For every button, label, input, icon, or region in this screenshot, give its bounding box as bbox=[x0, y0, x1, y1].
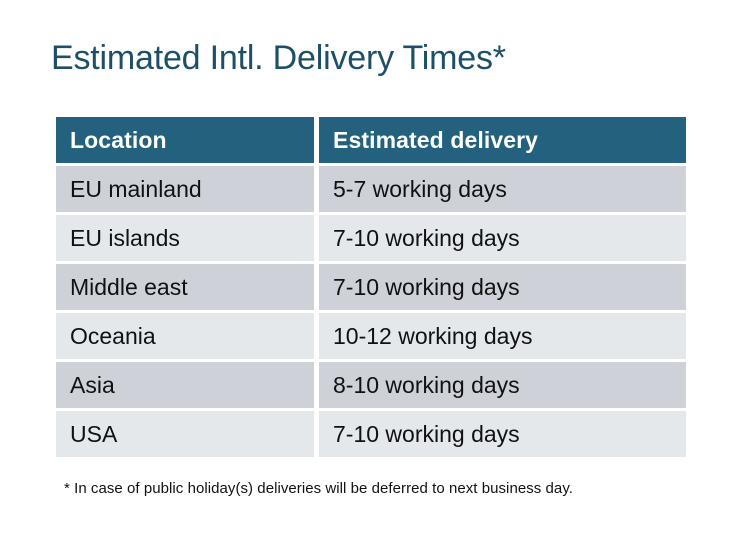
cell-delivery: 7-10 working days bbox=[319, 215, 686, 261]
table-header: Location Estimated delivery bbox=[56, 117, 686, 163]
cell-location: Oceania bbox=[56, 313, 314, 359]
cell-location: Asia bbox=[56, 362, 314, 408]
table-row: Asia 8-10 working days bbox=[56, 362, 686, 408]
page-title: Estimated Intl. Delivery Times* bbox=[51, 39, 506, 77]
table-row: Middle east 7-10 working days bbox=[56, 264, 686, 310]
cell-delivery: 7-10 working days bbox=[319, 264, 686, 310]
table-header-row: Location Estimated delivery bbox=[56, 117, 686, 163]
estimated-delivery-times-table: Location Estimated delivery EU mainland … bbox=[51, 114, 691, 460]
cell-location: Middle east bbox=[56, 264, 314, 310]
cell-delivery: 5-7 working days bbox=[319, 166, 686, 212]
cell-delivery: 7-10 working days bbox=[319, 411, 686, 457]
table-row: EU islands 7-10 working days bbox=[56, 215, 686, 261]
table-row: USA 7-10 working days bbox=[56, 411, 686, 457]
cell-location: EU islands bbox=[56, 215, 314, 261]
cell-delivery: 10-12 working days bbox=[319, 313, 686, 359]
cell-location: EU mainland bbox=[56, 166, 314, 212]
column-header-estimated-delivery: Estimated delivery bbox=[319, 117, 686, 163]
table-row: EU mainland 5-7 working days bbox=[56, 166, 686, 212]
table-body: EU mainland 5-7 working days EU islands … bbox=[56, 166, 686, 457]
footnote-text: * In case of public holiday(s) deliverie… bbox=[64, 480, 573, 497]
cell-location: USA bbox=[56, 411, 314, 457]
cell-delivery: 8-10 working days bbox=[319, 362, 686, 408]
table-row: Oceania 10-12 working days bbox=[56, 313, 686, 359]
column-header-location: Location bbox=[56, 117, 314, 163]
